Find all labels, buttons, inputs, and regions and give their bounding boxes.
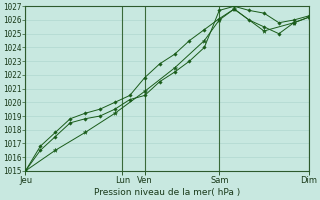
X-axis label: Pression niveau de la mer( hPa ): Pression niveau de la mer( hPa )	[94, 188, 240, 197]
